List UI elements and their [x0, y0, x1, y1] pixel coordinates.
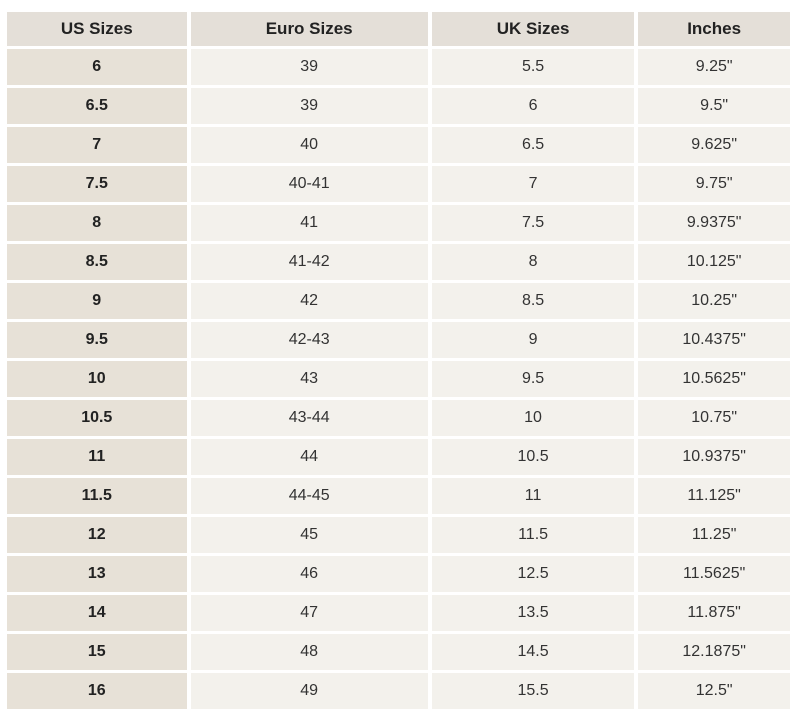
header-uk-size: UK Sizes: [431, 12, 635, 46]
cell-uk-size: 6.5: [431, 127, 635, 163]
table-row: 7 40 6.5 9.625": [7, 127, 790, 163]
cell-us-size: 11.5: [7, 478, 187, 514]
cell-us-size: 6.5: [7, 88, 187, 124]
cell-us-size: 8.5: [7, 244, 187, 280]
table-row: 12 45 11.5 11.25": [7, 517, 790, 553]
cell-euro-size: 44: [190, 439, 428, 475]
cell-euro-size: 49: [190, 673, 428, 709]
cell-inches: 9.25": [638, 49, 790, 85]
header-euro-size: Euro Sizes: [190, 12, 428, 46]
cell-euro-size: 47: [190, 595, 428, 631]
cell-euro-size: 48: [190, 634, 428, 670]
cell-us-size: 15: [7, 634, 187, 670]
cell-uk-size: 15.5: [431, 673, 635, 709]
cell-inches: 10.75": [638, 400, 790, 436]
cell-uk-size: 10.5: [431, 439, 635, 475]
table-row: 11 44 10.5 10.9375": [7, 439, 790, 475]
cell-euro-size: 41-42: [190, 244, 428, 280]
cell-inches: 11.25": [638, 517, 790, 553]
cell-euro-size: 45: [190, 517, 428, 553]
header-inches: Inches: [638, 12, 790, 46]
cell-inches: 9.5": [638, 88, 790, 124]
cell-us-size: 10.5: [7, 400, 187, 436]
cell-inches: 12.1875": [638, 634, 790, 670]
cell-uk-size: 7.5: [431, 205, 635, 241]
cell-euro-size: 42: [190, 283, 428, 319]
cell-uk-size: 9.5: [431, 361, 635, 397]
cell-us-size: 7.5: [7, 166, 187, 202]
cell-uk-size: 8: [431, 244, 635, 280]
cell-us-size: 12: [7, 517, 187, 553]
cell-us-size: 8: [7, 205, 187, 241]
cell-euro-size: 40: [190, 127, 428, 163]
cell-inches: 10.4375": [638, 322, 790, 358]
cell-inches: 9.625": [638, 127, 790, 163]
cell-inches: 10.5625": [638, 361, 790, 397]
table-row: 8 41 7.5 9.9375": [7, 205, 790, 241]
cell-us-size: 6: [7, 49, 187, 85]
cell-us-size: 10: [7, 361, 187, 397]
table-row: 6 39 5.5 9.25": [7, 49, 790, 85]
table-row: 13 46 12.5 11.5625": [7, 556, 790, 592]
cell-uk-size: 14.5: [431, 634, 635, 670]
cell-uk-size: 9: [431, 322, 635, 358]
table-row: 16 49 15.5 12.5": [7, 673, 790, 709]
cell-inches: 9.9375": [638, 205, 790, 241]
cell-euro-size: 43: [190, 361, 428, 397]
cell-uk-size: 8.5: [431, 283, 635, 319]
size-chart-table: US Sizes Euro Sizes UK Sizes Inches 6 39 5.5 9…: [3, 9, 794, 712]
header-us-size: US Sizes: [7, 12, 187, 46]
table-row: 15 48 14.5 12.1875": [7, 634, 790, 670]
table-row: 7.5 40-41 7 9.75": [7, 166, 790, 202]
cell-inches: 12.5": [638, 673, 790, 709]
cell-uk-size: 13.5: [431, 595, 635, 631]
cell-uk-size: 12.5: [431, 556, 635, 592]
cell-euro-size: 43-44: [190, 400, 428, 436]
cell-uk-size: 7: [431, 166, 635, 202]
table-row: 9 42 8.5 10.25": [7, 283, 790, 319]
table-row: 11.5 44-45 11 11.125": [7, 478, 790, 514]
cell-inches: 11.875": [638, 595, 790, 631]
cell-euro-size: 42-43: [190, 322, 428, 358]
cell-us-size: 14: [7, 595, 187, 631]
cell-euro-size: 46: [190, 556, 428, 592]
cell-us-size: 11: [7, 439, 187, 475]
cell-uk-size: 6: [431, 88, 635, 124]
cell-us-size: 16: [7, 673, 187, 709]
cell-uk-size: 5.5: [431, 49, 635, 85]
cell-inches: 10.125": [638, 244, 790, 280]
cell-euro-size: 40-41: [190, 166, 428, 202]
cell-us-size: 13: [7, 556, 187, 592]
cell-uk-size: 11.5: [431, 517, 635, 553]
cell-us-size: 9.5: [7, 322, 187, 358]
cell-inches: 9.75": [638, 166, 790, 202]
header-row: US Sizes Euro Sizes UK Sizes Inches: [7, 12, 790, 46]
table-row: 14 47 13.5 11.875": [7, 595, 790, 631]
table-row: 8.5 41-42 8 10.125": [7, 244, 790, 280]
cell-inches: 11.5625": [638, 556, 790, 592]
table-row: 9.5 42-43 9 10.4375": [7, 322, 790, 358]
cell-uk-size: 11: [431, 478, 635, 514]
cell-uk-size: 10: [431, 400, 635, 436]
table-row: 6.5 39 6 9.5": [7, 88, 790, 124]
table-row: 10.5 43-44 10 10.75": [7, 400, 790, 436]
cell-euro-size: 44-45: [190, 478, 428, 514]
cell-euro-size: 41: [190, 205, 428, 241]
table-row: 10 43 9.5 10.5625": [7, 361, 790, 397]
cell-us-size: 7: [7, 127, 187, 163]
cell-inches: 11.125": [638, 478, 790, 514]
cell-inches: 10.25": [638, 283, 790, 319]
cell-inches: 10.9375": [638, 439, 790, 475]
cell-euro-size: 39: [190, 49, 428, 85]
cell-us-size: 9: [7, 283, 187, 319]
cell-euro-size: 39: [190, 88, 428, 124]
